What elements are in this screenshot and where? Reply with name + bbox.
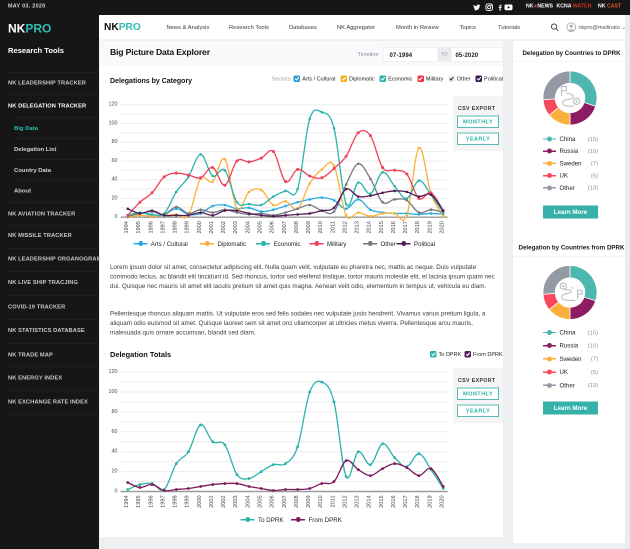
svg-text:2016: 2016 — [391, 221, 397, 233]
svg-text:2016: 2016 — [391, 495, 397, 507]
svg-text:2010: 2010 — [318, 495, 324, 507]
svg-text:2019: 2019 — [427, 221, 433, 233]
svg-text:1998: 1998 — [173, 495, 179, 507]
svg-text:2008: 2008 — [294, 495, 300, 507]
svg-text:2006: 2006 — [270, 495, 276, 507]
svg-text:120: 120 — [109, 102, 118, 108]
svg-text:2001: 2001 — [209, 495, 215, 507]
svg-text:60: 60 — [112, 429, 118, 435]
svg-text:2000: 2000 — [197, 221, 203, 233]
svg-text:2020: 2020 — [440, 221, 446, 233]
svg-text:2009: 2009 — [306, 221, 312, 233]
svg-text:2020: 2020 — [440, 495, 446, 507]
svg-text:2017: 2017 — [403, 221, 409, 233]
svg-text:2011: 2011 — [330, 221, 336, 233]
svg-text:1999: 1999 — [185, 221, 191, 233]
svg-text:2003: 2003 — [233, 221, 239, 233]
svg-text:2003: 2003 — [233, 495, 239, 507]
svg-text:0: 0 — [115, 489, 118, 495]
svg-text:2013: 2013 — [355, 221, 361, 233]
svg-text:2008: 2008 — [294, 221, 300, 233]
svg-text:2012: 2012 — [342, 495, 348, 507]
svg-text:2001: 2001 — [209, 221, 215, 233]
svg-text:2018: 2018 — [415, 221, 421, 233]
svg-text:120: 120 — [109, 369, 118, 375]
svg-text:80: 80 — [112, 409, 118, 415]
svg-text:2018: 2018 — [415, 495, 421, 507]
svg-text:2006: 2006 — [270, 221, 276, 233]
svg-text:2002: 2002 — [221, 495, 227, 507]
svg-text:2005: 2005 — [258, 221, 264, 233]
svg-text:2005: 2005 — [258, 495, 264, 507]
svg-text:1999: 1999 — [185, 495, 191, 507]
svg-text:2015: 2015 — [379, 495, 385, 507]
svg-text:1994: 1994 — [124, 221, 130, 233]
svg-text:20: 20 — [112, 195, 118, 201]
svg-text:2012: 2012 — [342, 221, 348, 233]
svg-text:2014: 2014 — [367, 495, 373, 507]
svg-text:2019: 2019 — [427, 495, 433, 507]
svg-text:2007: 2007 — [282, 495, 288, 507]
svg-text:20: 20 — [112, 469, 118, 475]
svg-text:2010: 2010 — [318, 221, 324, 233]
svg-text:2009: 2009 — [306, 495, 312, 507]
svg-text:1996: 1996 — [148, 495, 154, 507]
svg-text:2007: 2007 — [282, 221, 288, 233]
svg-text:100: 100 — [109, 389, 118, 395]
svg-text:2017: 2017 — [403, 495, 409, 507]
svg-text:1994: 1994 — [124, 495, 130, 507]
svg-text:2011: 2011 — [330, 495, 336, 507]
svg-text:0: 0 — [115, 214, 118, 220]
svg-text:1995: 1995 — [136, 495, 142, 507]
svg-text:100: 100 — [109, 120, 118, 126]
svg-text:2014: 2014 — [367, 221, 373, 233]
svg-text:1996: 1996 — [148, 221, 154, 233]
svg-text:40: 40 — [112, 449, 118, 455]
svg-text:2015: 2015 — [379, 221, 385, 233]
svg-text:2000: 2000 — [197, 495, 203, 507]
svg-text:2002: 2002 — [221, 221, 227, 233]
svg-text:1997: 1997 — [161, 495, 167, 507]
svg-text:2004: 2004 — [245, 221, 251, 233]
svg-text:1998: 1998 — [173, 221, 179, 233]
svg-text:60: 60 — [112, 158, 118, 164]
svg-text:1997: 1997 — [161, 221, 167, 233]
svg-text:40: 40 — [112, 177, 118, 183]
svg-text:1995: 1995 — [136, 221, 142, 233]
svg-text:2013: 2013 — [355, 495, 361, 507]
svg-text:80: 80 — [112, 139, 118, 145]
svg-text:2004: 2004 — [245, 495, 251, 507]
